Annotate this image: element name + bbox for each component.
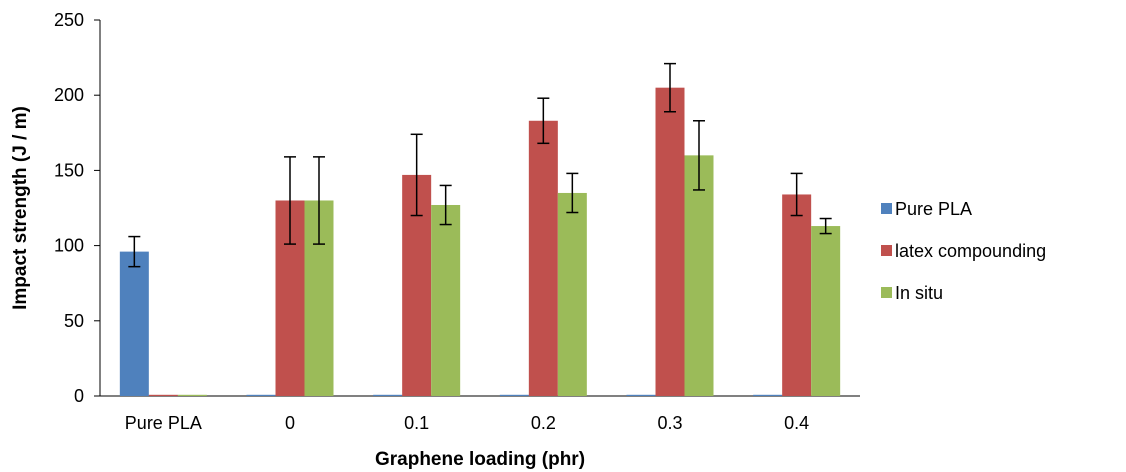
bars	[119, 87, 841, 397]
bar	[626, 394, 656, 396]
axes	[99, 20, 860, 397]
bar	[684, 155, 714, 396]
legend-swatch	[881, 287, 892, 298]
bar	[782, 194, 812, 396]
x-axis-ticks: Pure PLA 0 0.1 0.2 0.3 0.4	[125, 413, 809, 433]
y-axis-ticks: 0 50 100 150 200 250	[54, 10, 100, 406]
bar	[148, 394, 178, 396]
bar	[431, 204, 461, 396]
legend-label: In situ	[895, 283, 943, 303]
x-tick-label: 0.1	[404, 413, 429, 433]
y-tick-label: 200	[54, 85, 84, 105]
bar	[811, 226, 841, 396]
y-tick-label: 50	[64, 311, 84, 331]
y-tick-label: 150	[54, 160, 84, 180]
bar	[373, 394, 403, 396]
bar	[528, 120, 558, 396]
bar	[655, 87, 685, 397]
legend-swatch	[881, 203, 892, 214]
bar	[557, 192, 587, 396]
bar	[177, 394, 207, 396]
legend-label: latex compounding	[895, 241, 1046, 261]
x-tick-label: 0.4	[784, 413, 809, 433]
legend: Pure PLA latex compounding In situ	[881, 199, 1046, 303]
bar	[753, 394, 783, 396]
x-tick-label: 0.3	[657, 413, 682, 433]
y-tick-label: 0	[74, 386, 84, 406]
legend-swatch	[881, 245, 892, 256]
y-tick-label: 100	[54, 236, 84, 256]
bar	[246, 394, 276, 396]
y-tick-label: 250	[54, 10, 84, 30]
bar	[119, 251, 149, 396]
x-axis-title: Graphene loading (phr)	[375, 449, 585, 470]
y-axis-title: Impact strength (J / m)	[10, 106, 31, 310]
x-tick-label: Pure PLA	[125, 413, 202, 433]
x-tick-label: 0	[285, 413, 295, 433]
legend-label: Pure PLA	[895, 199, 972, 219]
x-tick-label: 0.2	[531, 413, 556, 433]
error-bars	[128, 62, 832, 268]
bar	[499, 394, 529, 396]
